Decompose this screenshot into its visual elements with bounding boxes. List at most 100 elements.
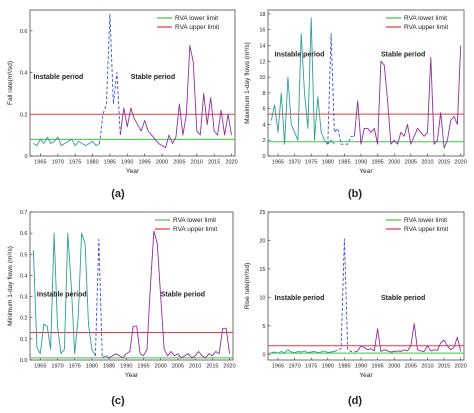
x-tick-label: 2010: [189, 364, 201, 370]
legend-upper-label: RVA upper limit: [173, 226, 217, 233]
y-tick-label: 0: [24, 154, 27, 160]
x-tick-label: 2015: [438, 364, 450, 370]
series-stable-line: [105, 230, 231, 359]
x-tick-label: 2005: [173, 160, 185, 166]
instable-period-annotation: Instable period: [33, 74, 83, 81]
y-tick-label: 0.6: [20, 29, 28, 35]
y-tick-label: 0.1: [20, 337, 28, 343]
plot-frame: [267, 9, 465, 157]
x-tick-label: 1970: [51, 364, 63, 370]
x-tick-label: 1965: [34, 160, 46, 166]
chart-panel-2: 0 2 4 6 8 10 12 14 16 18 1965 1970 1975 1980 1985 1990 1…: [244, 9, 467, 200]
x-tick-label: 1980: [86, 160, 98, 166]
x-tick-label: 1980: [322, 160, 334, 166]
chart-panel-4: 0 5 10 15 20 25 1965 1970 1975 1980 1985 1990 1995 20…: [244, 210, 467, 407]
x-tick-label: 1970: [288, 160, 300, 166]
x-axis-label: Year: [359, 372, 373, 379]
plot-frame: [29, 211, 234, 361]
x-tick-label: 2010: [191, 160, 203, 166]
y-tick-label: 8: [262, 91, 265, 97]
y-tick-label: 4: [262, 122, 265, 128]
x-tick-label: 2010: [421, 364, 433, 370]
x-tick-label: 1985: [338, 364, 350, 370]
x-tick-label: 1980: [86, 364, 98, 370]
x-tick-label: 2020: [223, 364, 235, 370]
x-tick-label: 1985: [103, 364, 115, 370]
y-tick-label: 0.2: [20, 112, 28, 118]
legend-lower-label: RVA lower limit: [175, 15, 218, 22]
chart-panel-1: 0 0.2 0.4 0.6 1965 1970 1975 1980 1985 1990 1995 20…: [7, 9, 238, 200]
legend-lower-label: RVA lower limit: [173, 217, 216, 224]
y-tick-label: 2: [262, 138, 265, 144]
y-tick-label: 12: [259, 59, 265, 65]
stable-period-annotation: Stable period: [381, 295, 425, 302]
y-axis-label: Rise rate(m³/sd): [244, 263, 251, 310]
legend-upper-label: RVA upper limit: [404, 226, 448, 233]
y-tick-label: 0.4: [20, 273, 28, 279]
y-axis-label: Fall rate(m³/sd): [7, 61, 14, 105]
x-tick-label: 1990: [120, 364, 132, 370]
y-tick-label: 0.2: [20, 316, 28, 322]
x-tick-label: 1970: [52, 160, 64, 166]
x-tick-label: 1965: [34, 364, 46, 370]
series-transition-line: [327, 33, 355, 145]
x-tick-label: 1975: [305, 160, 317, 166]
series-transition-line: [334, 238, 355, 353]
panel-label: (c): [111, 395, 125, 407]
y-tick-label: 0.5: [20, 252, 28, 258]
legend-lower-label: RVA lower limit: [404, 217, 447, 224]
x-tick-label: 1990: [355, 364, 367, 370]
x-tick-label: 1970: [288, 364, 300, 370]
stable-period-annotation: Stable period: [131, 74, 175, 81]
y-tick-label: 0: [262, 154, 265, 160]
y-tick-label: 0.7: [20, 210, 28, 216]
series-stable-line: [119, 45, 232, 149]
y-tick-label: 18: [259, 12, 265, 18]
x-tick-label: 1965: [272, 364, 284, 370]
x-tick-label: 1975: [69, 364, 81, 370]
y-axis-label: Maximum 1-day flows (m³/s): [244, 42, 251, 124]
x-tick-label: 2005: [172, 364, 184, 370]
series-transition-line: [94, 239, 106, 359]
x-tick-label: 1965: [272, 160, 284, 166]
instable-period-annotation: Instable period: [37, 292, 87, 299]
series-stable-line: [353, 45, 462, 149]
x-tick-label: 2020: [455, 364, 467, 370]
instable-period-annotation: Instable period: [275, 295, 325, 302]
y-axis-label: Minimum 1-day flows (m³/s): [7, 246, 14, 326]
series-stable-line: [354, 323, 462, 353]
legend-upper-label: RVA upper limit: [175, 24, 219, 31]
x-tick-label: 1985: [338, 160, 350, 166]
x-tick-label: 1975: [305, 364, 317, 370]
y-tick-label: 15: [259, 267, 265, 273]
x-tick-label: 1995: [137, 364, 149, 370]
stable-period-annotation: Stable period: [381, 52, 425, 59]
x-tick-label: 1975: [69, 160, 81, 166]
legend-upper-label: RVA upper limit: [404, 24, 448, 31]
x-tick-label: 1990: [355, 160, 367, 166]
y-tick-label: 0.3: [20, 295, 28, 301]
series-instable-line: [270, 17, 335, 145]
x-tick-label: 1980: [322, 364, 334, 370]
y-tick-label: 0.0: [20, 358, 28, 364]
x-tick-label: 2000: [156, 160, 168, 166]
plot-frame: [267, 211, 465, 361]
series-transition-line: [99, 13, 121, 144]
y-tick-label: 10: [259, 295, 265, 301]
y-tick-label: 0.6: [20, 231, 28, 237]
stable-period-annotation: Stable period: [161, 292, 205, 299]
y-tick-label: 6: [262, 107, 265, 113]
y-tick-label: 10: [259, 75, 265, 81]
y-tick-label: 20: [259, 238, 265, 244]
chart-panel-3: 0.0 0.1 0.2 0.3 0.4 0.5 0.6 0.7 1965 1970 1975 1980…: [7, 210, 236, 407]
plot-frame: [29, 9, 236, 157]
panel-label: (d): [348, 395, 362, 407]
instable-period-annotation: Instable period: [275, 52, 325, 59]
y-tick-label: 14: [259, 44, 265, 50]
x-tick-label: 2015: [208, 160, 220, 166]
panel-label: (a): [111, 188, 125, 200]
x-axis-label: Year: [126, 168, 140, 175]
x-tick-label: 2015: [438, 160, 450, 166]
x-tick-label: 2005: [405, 364, 417, 370]
x-tick-label: 1985: [104, 160, 116, 166]
